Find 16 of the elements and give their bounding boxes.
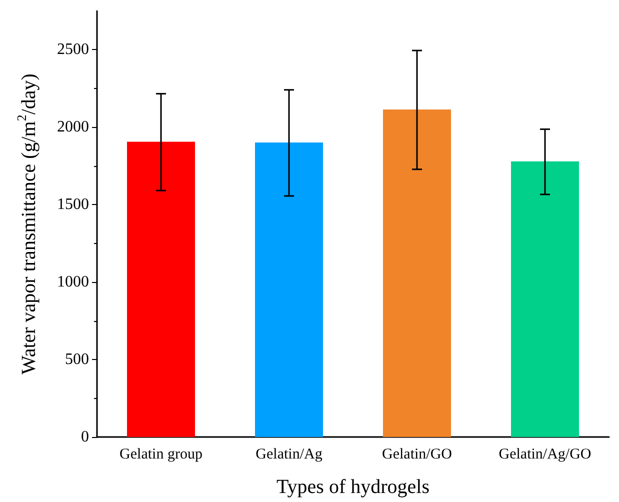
x-tick-label: Gelatin/GO: [382, 446, 452, 462]
y-tick-label: 1000: [57, 274, 89, 291]
bar: [383, 110, 451, 437]
y-tick-label: 2000: [57, 118, 89, 136]
x-tick-label: Gelatin/Ag: [256, 446, 323, 462]
bar: [255, 142, 323, 437]
bar: [127, 142, 195, 437]
y-tick-label: 500: [65, 351, 89, 368]
y-tick-label: 0: [81, 428, 89, 446]
y-axis-title: Water vapor transmittance (g/m2/day): [14, 74, 40, 374]
y-tick-label: 2500: [57, 41, 89, 58]
x-axis-title: Types of hydrogels: [276, 476, 430, 498]
x-tick-label: Gelatin group: [120, 446, 202, 462]
x-tick-label: Gelatin/Ag/GO: [498, 446, 592, 462]
bar: [511, 161, 579, 437]
y-tick-label: 1500: [57, 196, 89, 214]
